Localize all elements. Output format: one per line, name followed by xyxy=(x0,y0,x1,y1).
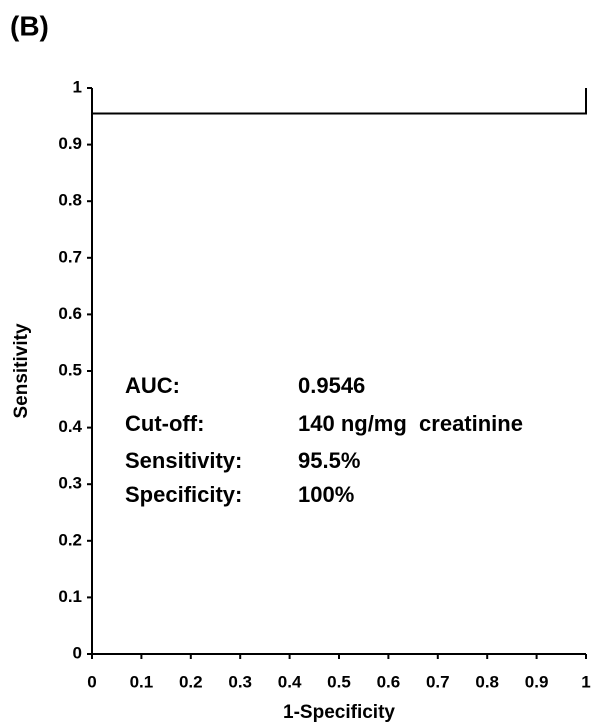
x-tick-label: 0.6 xyxy=(377,672,401,691)
x-tick-label: 0.4 xyxy=(278,672,302,691)
y-tick-label: 0.6 xyxy=(58,304,82,323)
y-tick-label: 0.2 xyxy=(58,530,82,549)
annotation-label: Cut-off: xyxy=(125,411,204,436)
y-tick-label: 0 xyxy=(73,643,82,662)
annotation-value: 100% xyxy=(298,482,354,507)
annotation-label: Specificity: xyxy=(125,482,242,507)
annotation-value: 0.9546 xyxy=(298,373,365,398)
annotation-label: Sensitivity: xyxy=(125,448,242,473)
y-tick-label: 0.9 xyxy=(58,134,82,153)
roc-curve xyxy=(91,88,587,654)
y-tick-label: 0.8 xyxy=(58,191,82,210)
y-tick-label: 0.4 xyxy=(58,417,82,436)
x-tick-label: 0.1 xyxy=(130,672,154,691)
annotation-value: 140 ng/mg creatinine xyxy=(298,411,523,436)
y-tick-label: 0.7 xyxy=(58,247,82,266)
panel-label: (B) xyxy=(10,10,49,41)
y-tick-label: 0.5 xyxy=(58,360,82,379)
x-tick-label: 0.8 xyxy=(475,672,499,691)
x-tick-label: 0 xyxy=(87,672,96,691)
x-tick-label: 0.9 xyxy=(525,672,549,691)
x-tick-label: 0.2 xyxy=(179,672,203,691)
annotation-label: AUC: xyxy=(125,373,180,398)
x-tick-label: 0.7 xyxy=(426,672,450,691)
x-tick-label: 1 xyxy=(581,672,590,691)
x-tick-label: 0.5 xyxy=(327,672,351,691)
y-tick-label: 0.1 xyxy=(58,587,82,606)
x-tick-label: 0.3 xyxy=(228,672,252,691)
annotation-value: 95.5% xyxy=(298,448,360,473)
y-axis-label: Sensitivity xyxy=(11,323,32,418)
y-tick-label: 1 xyxy=(73,77,82,96)
x-axis-label: 1-Specificity xyxy=(283,702,395,723)
y-tick-label: 0.3 xyxy=(58,474,82,493)
